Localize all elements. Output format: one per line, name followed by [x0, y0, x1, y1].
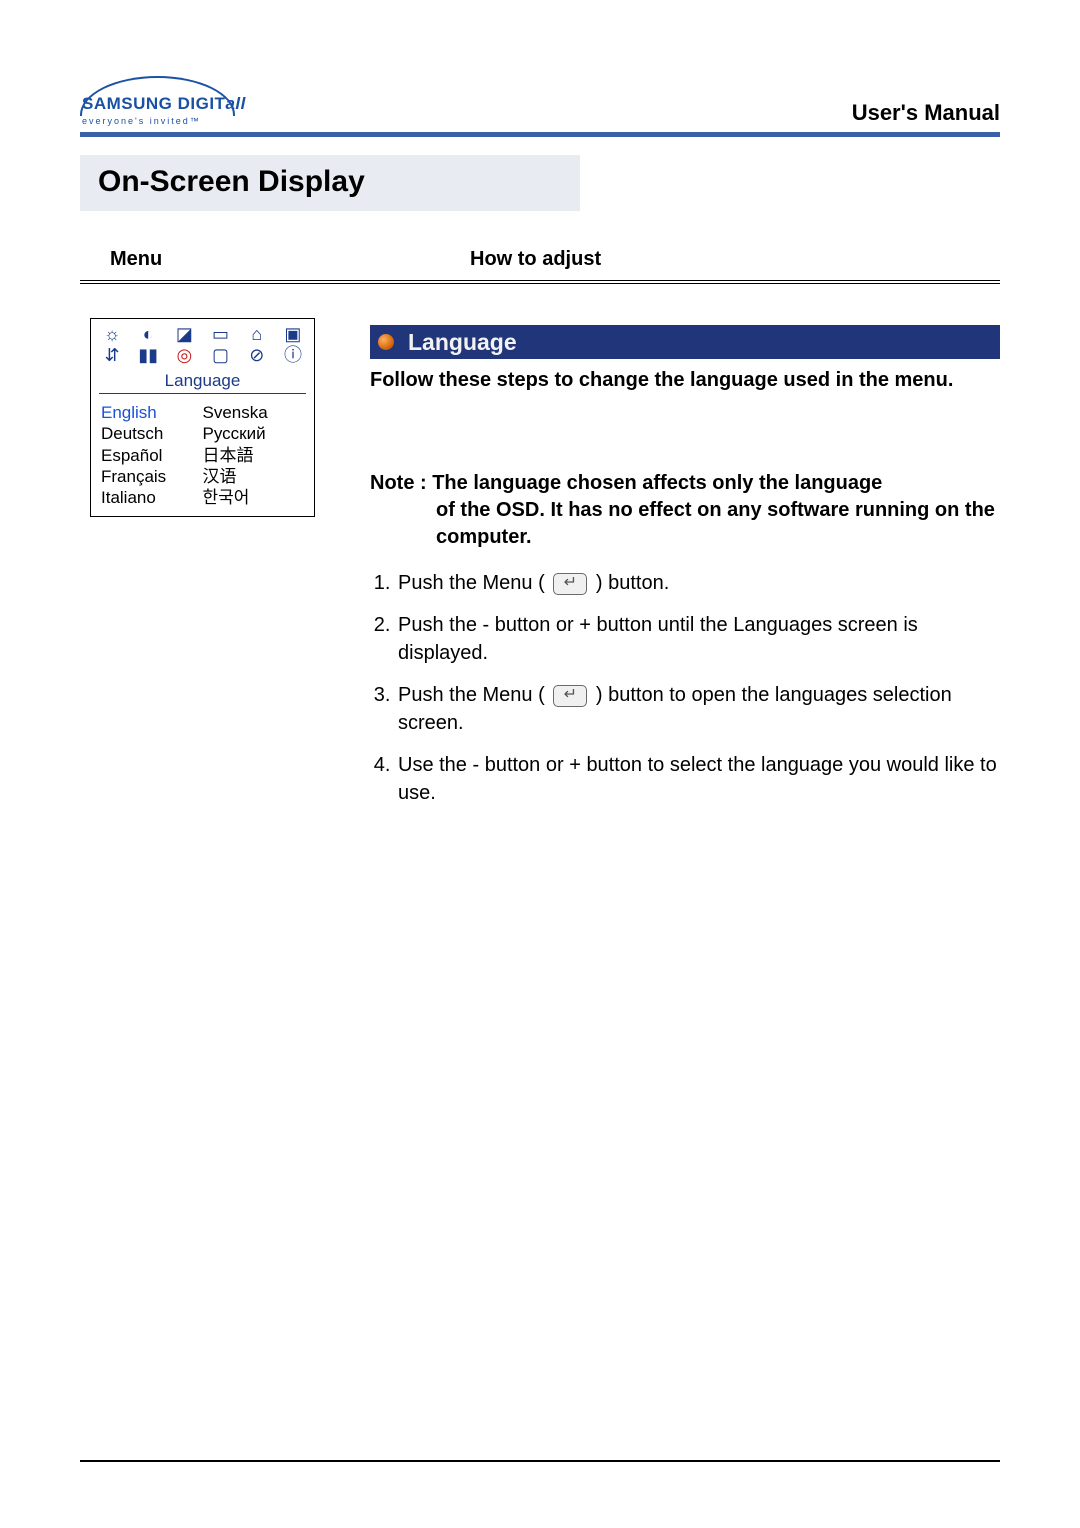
divider-double [80, 280, 1000, 284]
osd-figure: ☼ ◐ ◪ ▭ ⌂ ▣ ⇵ ▮▮ ◎ ▢ ⊘ ⓘ Language Englis… [90, 318, 315, 517]
step-2: Push the - button or + button until the … [396, 611, 1000, 667]
osd-icon: ◪ [171, 325, 197, 343]
osd-icon: ▣ [280, 325, 306, 343]
content-column: Language Follow these steps to change th… [370, 325, 1000, 821]
topic-note: Note : The language chosen affects only … [370, 470, 1000, 551]
osd-icon-grid: ☼ ◐ ◪ ▭ ⌂ ▣ ⇵ ▮▮ ◎ ▢ ⊘ ⓘ [91, 319, 314, 371]
topic-title: Language [408, 329, 517, 356]
col-header-adjust: How to adjust [470, 248, 601, 271]
logo-main: SAMSUNG DIGIT [82, 94, 225, 113]
osd-icon: ▭ [208, 325, 234, 343]
steps-list: Push the Menu ( ) button. Push the - but… [370, 569, 1000, 807]
step-1: Push the Menu ( ) button. [396, 569, 1000, 597]
osd-icon: ☼ [99, 325, 125, 343]
menu-button-icon [553, 573, 587, 595]
header-title: User's Manual [852, 100, 1000, 126]
step-3-a: Push the Menu ( [398, 684, 545, 706]
page: SAMSUNG DIGITall everyone's invited™ Use… [0, 0, 1080, 1528]
osd-icon: ▢ [208, 346, 234, 364]
osd-icon: ⇵ [99, 346, 125, 364]
osd-label: Language [99, 371, 306, 394]
footer-rule [80, 1460, 1000, 1462]
osd-lang: Italiano [101, 487, 203, 508]
logo-text: SAMSUNG DIGITall [82, 94, 246, 114]
step-4: Use the - button or + button to select t… [396, 751, 1000, 807]
topic-intro: Follow these steps to change the languag… [370, 367, 1000, 394]
osd-icon: ⓘ [280, 346, 306, 364]
osd-lang: Svenska [203, 402, 305, 423]
osd-lang: 汉语 [203, 466, 305, 487]
step-1-a: Push the Menu ( [398, 572, 545, 594]
topic-bar: Language [370, 325, 1000, 359]
osd-lang: 한국어 [203, 487, 305, 508]
note-rest: of the OSD. It has no effect on any soft… [370, 497, 1000, 551]
osd-lang: 日本語 [203, 445, 305, 466]
osd-icon-row-1: ☼ ◐ ◪ ▭ ⌂ ▣ [99, 325, 306, 343]
osd-lang-selected: English [101, 402, 203, 423]
header-rule [80, 132, 1000, 137]
osd-icon: ⊘ [244, 346, 270, 364]
osd-icon: ⌂ [244, 325, 270, 343]
brand-logo: SAMSUNG DIGITall everyone's invited™ [80, 82, 244, 112]
bullet-dot-icon [378, 334, 394, 350]
osd-language-list: English Deutsch Español Français Italian… [91, 398, 314, 516]
osd-lang-col-right: Svenska Русский 日本語 汉语 한국어 [203, 402, 305, 508]
osd-lang: Français [101, 466, 203, 487]
osd-icon-selected: ◎ [171, 346, 197, 364]
step-3: Push the Menu ( ) button to open the lan… [396, 681, 1000, 737]
section-bar: On-Screen Display [80, 155, 580, 211]
osd-lang-col-left: English Deutsch Español Français Italian… [101, 402, 203, 508]
logo-tagline: everyone's invited™ [82, 116, 246, 126]
step-1-b: ) button. [596, 572, 669, 594]
osd-icon: ◐ [135, 325, 161, 343]
menu-button-icon [553, 685, 587, 707]
col-header-menu: Menu [110, 248, 162, 271]
logo-suffix: all [225, 94, 245, 113]
osd-lang: Español [101, 445, 203, 466]
section-title: On-Screen Display [98, 165, 562, 199]
osd-lang: Русский [203, 423, 305, 444]
osd-lang: Deutsch [101, 423, 203, 444]
osd-icon: ▮▮ [135, 346, 161, 364]
osd-icon-row-2: ⇵ ▮▮ ◎ ▢ ⊘ ⓘ [99, 346, 306, 364]
note-lead: Note : The language chosen affects only … [370, 472, 882, 494]
